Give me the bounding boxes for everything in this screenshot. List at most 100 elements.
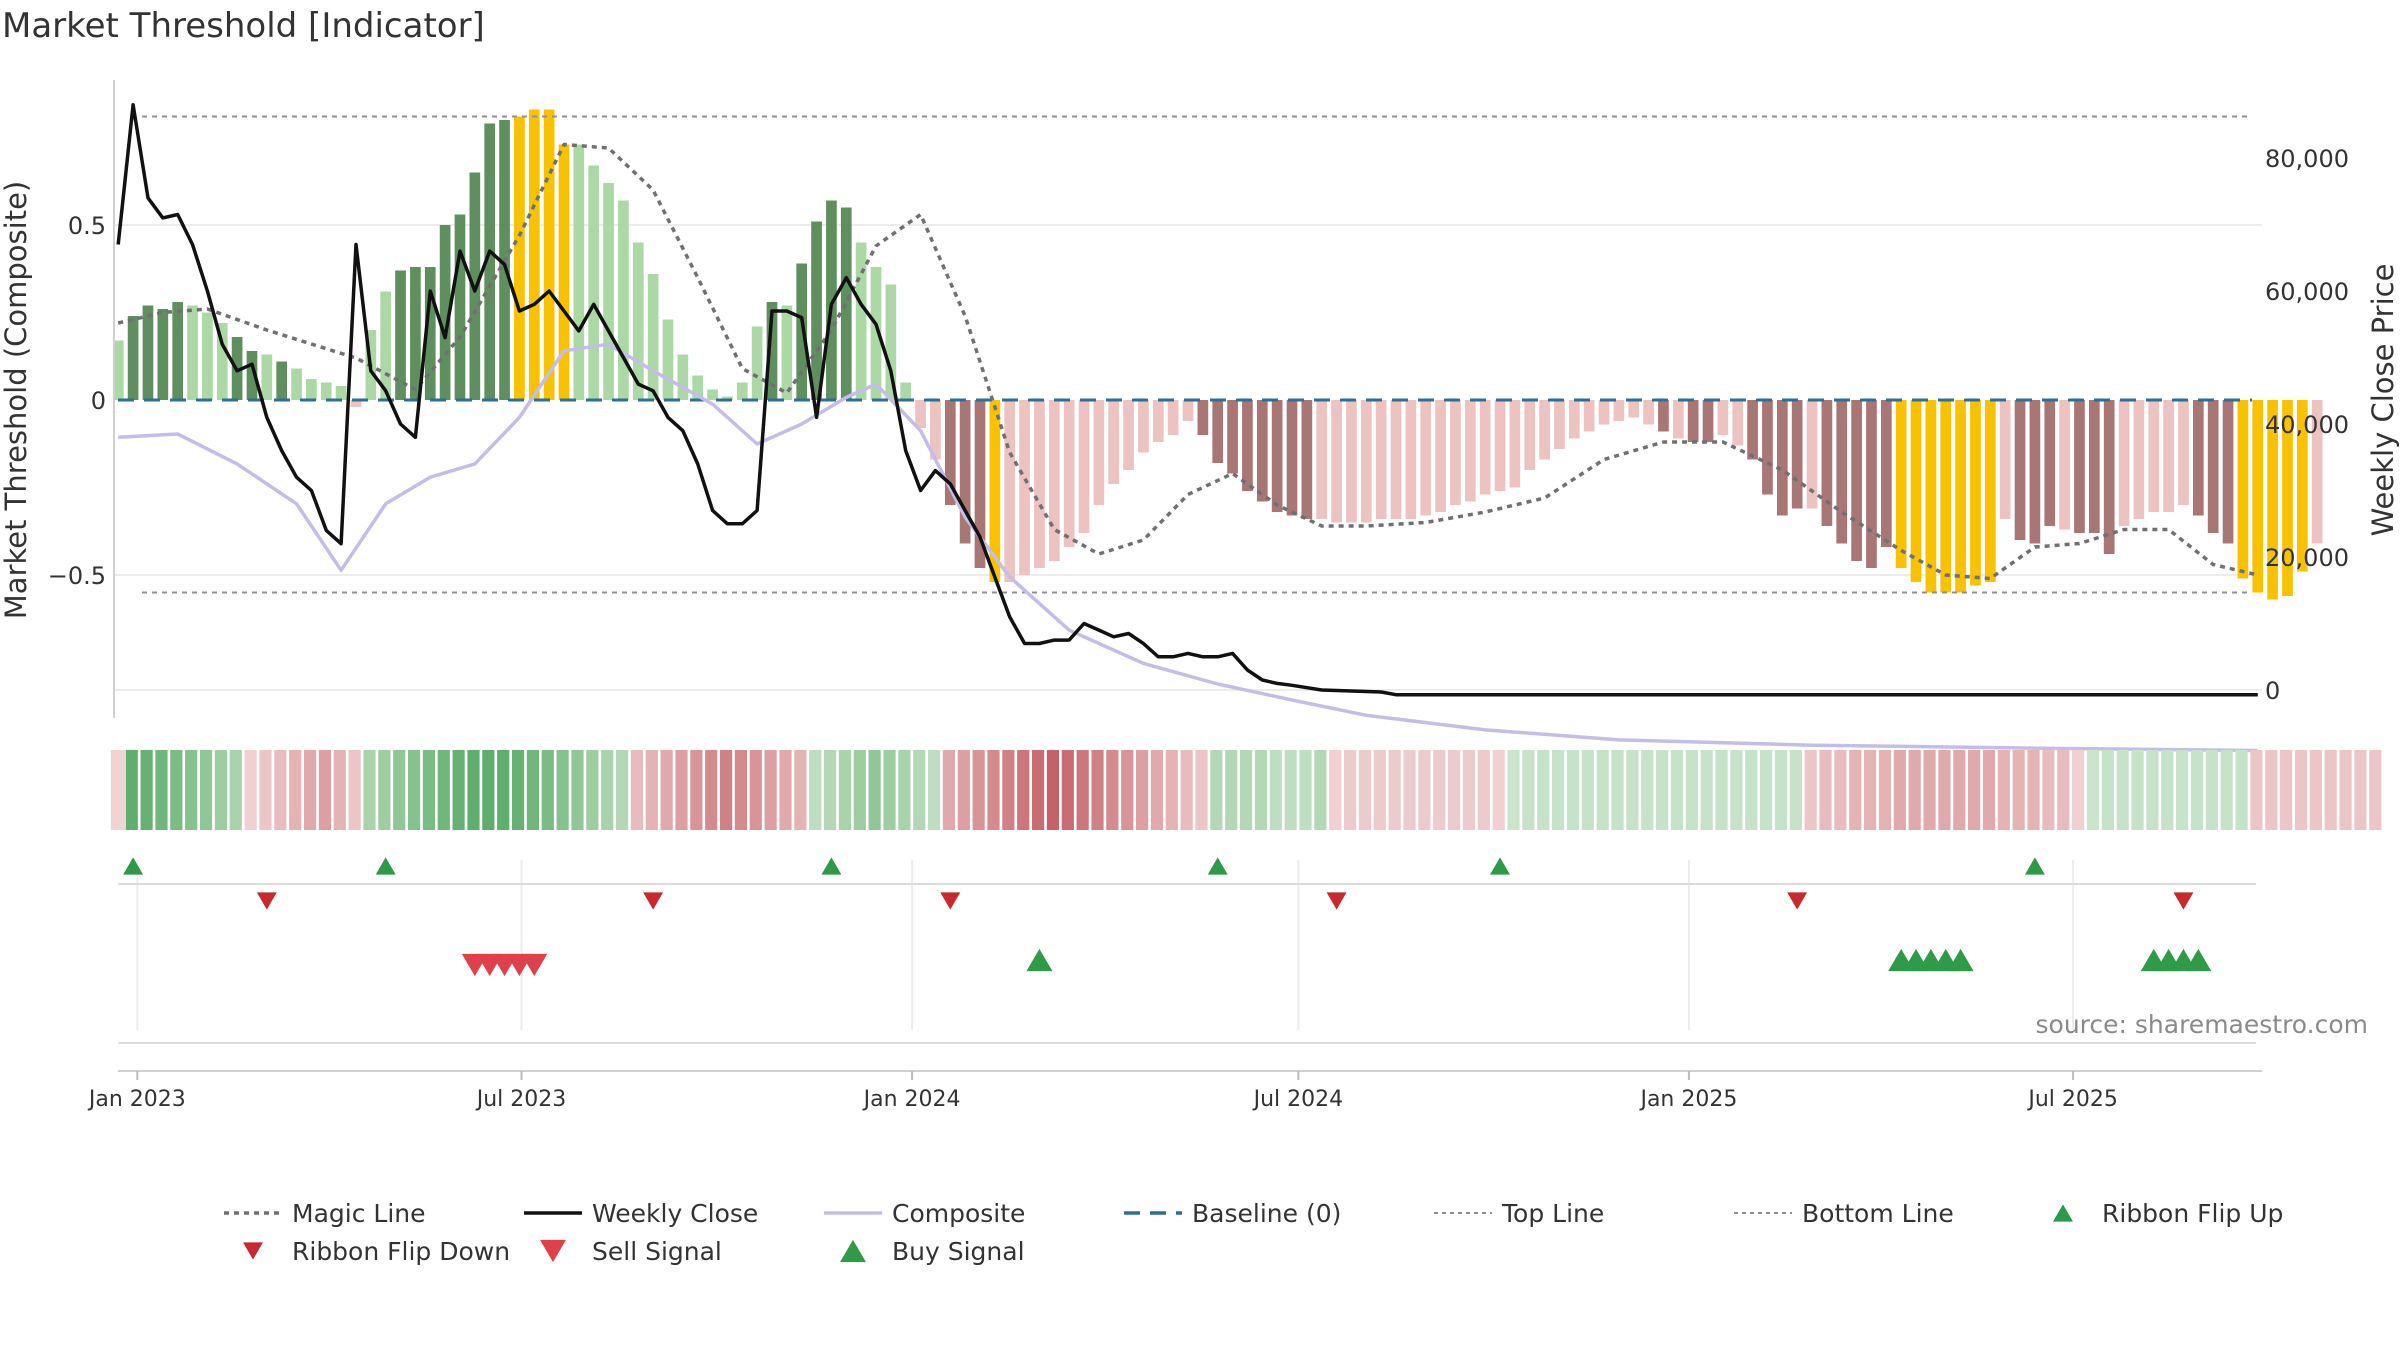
ribbon-cell [1819, 750, 1832, 830]
composite-bar [2282, 400, 2293, 596]
composite-bar [1554, 400, 1565, 449]
composite-bar [1613, 400, 1625, 421]
ribbon-cell [2309, 750, 2322, 830]
composite-bar [1063, 400, 1075, 547]
legend-item: Sell Signal [520, 1234, 722, 1268]
ribbon-cell [2116, 750, 2129, 830]
composite-bar [662, 319, 674, 400]
ribbon-cell [898, 750, 911, 830]
ribbon-cell [511, 750, 525, 830]
composite-bar [350, 400, 362, 407]
ribbon-cell [170, 750, 183, 830]
ribbon-cell [1670, 750, 1684, 830]
ribbon-cell [2265, 750, 2278, 830]
composite-bar [1316, 400, 1328, 519]
ribbon-cell [794, 750, 807, 830]
ribbon-cell [1507, 750, 1520, 830]
ribbon-cell [1745, 750, 1758, 830]
ribbon-cell [1774, 750, 1788, 830]
composite-bar [1628, 400, 1640, 418]
ribbon-cell [660, 750, 673, 830]
ribbon-cell [1388, 750, 1401, 830]
ribbon-cell [1403, 750, 1416, 830]
ribbon-cell [1136, 750, 1149, 830]
ribbon-cell [927, 750, 941, 830]
legend-label: Ribbon Flip Up [2102, 1198, 2284, 1228]
ribbon-cell [199, 750, 213, 830]
ribbon-cell [1002, 750, 1015, 830]
composite-bar [454, 214, 466, 400]
ribbon-cell [1893, 750, 1906, 830]
composite-bar [395, 270, 406, 400]
ribbon-cell [1849, 750, 1862, 830]
ribbon-cell [259, 750, 272, 830]
y-right-tick-label: 0 [2265, 677, 2280, 705]
ribbon-cell [1953, 750, 1966, 830]
composite-bar [1004, 400, 1016, 582]
composite-bar [989, 400, 1001, 582]
ribbon-cell [1760, 750, 1773, 830]
source-label: source: sharemaestro.com [2035, 1010, 2369, 1039]
ribbon-cell [2235, 750, 2248, 830]
ribbon-cell [378, 750, 391, 830]
ribbon-cell [1730, 750, 1743, 830]
ribbon-cell [1596, 750, 1609, 830]
ribbon-cell [586, 750, 599, 830]
magic-line [117, 142, 2259, 581]
composite-bar [2192, 400, 2204, 516]
composite-bar [1821, 400, 1833, 526]
composite-bar [900, 382, 912, 400]
composite-bar [1687, 400, 1699, 442]
x-tick-label: Jan 2025 [1638, 1087, 1737, 1112]
y-left-tick-label: −0.5 [48, 562, 106, 590]
y-right-tick-label: 60,000 [2265, 278, 2349, 306]
legend-swatch [824, 1211, 882, 1215]
ribbon-cell [556, 750, 569, 830]
ribbon-cell [318, 750, 331, 830]
composite-bar [915, 400, 926, 428]
composite-bar [1658, 400, 1669, 432]
legend-item: Ribbon Flip Down [220, 1234, 510, 1268]
composite-bar [781, 305, 793, 400]
ribbon-cell [1477, 750, 1490, 830]
ribbon-cell [1269, 750, 1282, 830]
legend-label: Weekly Close [592, 1198, 759, 1228]
ribbon-cell [779, 750, 792, 830]
ribbon-cell [2042, 750, 2055, 830]
ribbon-cell [1522, 750, 1535, 830]
ribbon-cell [645, 750, 658, 830]
composite-bar [1375, 400, 1387, 519]
composite-bar [692, 375, 704, 400]
composite-bar [1925, 400, 1937, 593]
ribbon-flip-up-marker [821, 857, 842, 875]
composite-bar [1286, 400, 1298, 516]
legend-marker-swatch [243, 1242, 263, 1260]
composite-bar [484, 123, 496, 400]
composite-bar [157, 309, 169, 400]
composite-bar [1019, 400, 1030, 575]
ribbon-cell [2369, 750, 2382, 830]
composite-bar [1301, 400, 1313, 519]
ribbon-cell [1982, 750, 1996, 830]
legend-label: Bottom Line [1802, 1198, 1954, 1228]
ribbon-cell [1329, 750, 1342, 830]
ribbon-cell [1358, 750, 1372, 830]
composite-bar [2088, 400, 2100, 533]
ribbon-cell [1046, 750, 1060, 830]
composite-bar [796, 263, 808, 400]
composite-bar [112, 340, 124, 400]
ribbon-cell [1685, 750, 1698, 830]
ribbon-cell [244, 750, 257, 830]
ribbon-flip-up-marker [2024, 857, 2045, 875]
ribbon-cell [2324, 750, 2337, 830]
composite-bar [1732, 400, 1744, 446]
composite-bar [1450, 400, 1461, 505]
ribbon-cell [1968, 750, 1981, 830]
ribbon-cell [125, 750, 138, 830]
ribbon-cell [1656, 750, 1669, 830]
ribbon-cell [2146, 750, 2159, 830]
composite-bar [2237, 400, 2249, 579]
ribbon-cell [526, 750, 540, 830]
x-tick-label: Jul 2024 [1252, 1087, 1344, 1112]
